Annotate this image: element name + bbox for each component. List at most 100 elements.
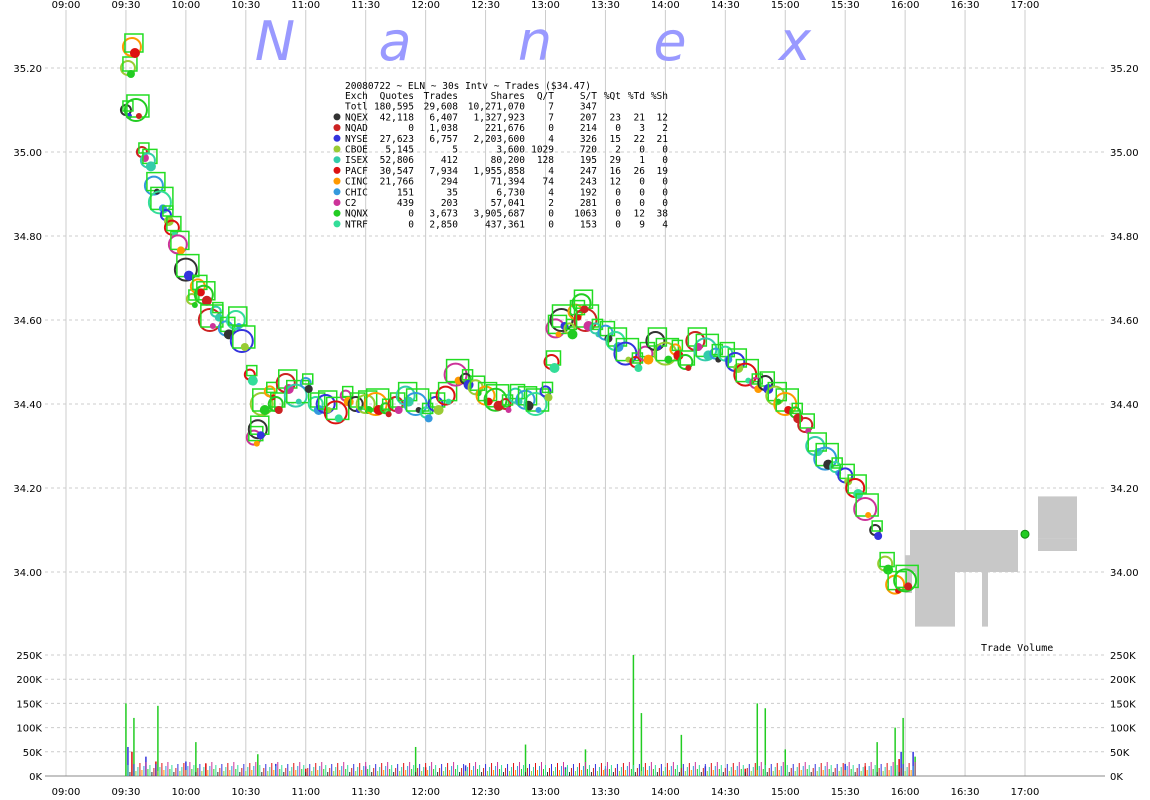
- volume-tick-label-right: 50K: [1110, 748, 1130, 759]
- watermark-letter: n: [518, 10, 552, 73]
- volume-tick-label-right: 100K: [1110, 724, 1136, 735]
- time-tick-label-top: 09:30: [112, 0, 141, 11]
- price-tick-label-right: 35.20: [1110, 64, 1139, 75]
- stats-cell: 203: [441, 198, 458, 209]
- stats-cell: 12: [610, 177, 621, 188]
- trade-marker: [571, 293, 592, 314]
- stats-cell: 0: [639, 187, 645, 198]
- time-tick-label-top: 16:30: [951, 0, 980, 11]
- stats-header-cell: %Td: [628, 91, 645, 102]
- time-tick-label-top: 11:30: [351, 0, 380, 11]
- stats-cell: 243: [580, 177, 597, 188]
- trade-marker: [355, 394, 376, 414]
- trade-marker: [191, 302, 198, 308]
- watermark-letter: a: [378, 10, 411, 73]
- stats-cell: 6,407: [429, 112, 458, 123]
- trade-marker: [123, 98, 148, 122]
- trade-marker: [871, 520, 883, 532]
- stats-cell: NTRF: [345, 219, 368, 230]
- stats-cell: 16: [610, 166, 622, 177]
- price-tick-label-right: 34.00: [1110, 568, 1139, 579]
- stats-cell: 0: [615, 219, 621, 230]
- trade-marker: [229, 329, 254, 353]
- trade-marker: [394, 406, 403, 414]
- stats-cell: 3,905,687: [474, 209, 525, 220]
- trade-marker: [259, 405, 270, 415]
- stats-cell: 6,757: [429, 134, 458, 145]
- volume-profile-bar: [1038, 496, 1077, 539]
- stats-cell: 22: [634, 134, 645, 145]
- stats-cell: CINC: [345, 177, 368, 188]
- time-tick-label-top: 12:30: [471, 0, 500, 11]
- exchange-legend-marker: [333, 199, 341, 206]
- stats-cell: 21: [634, 112, 646, 123]
- trade-marker: [791, 402, 803, 415]
- stats-cell: 42,118: [380, 112, 415, 123]
- volume-tick-label-left: 0K: [29, 772, 42, 783]
- trade-marker: [685, 365, 692, 371]
- stats-header-cell: Trades: [424, 91, 458, 102]
- stats-cell: 0: [639, 177, 645, 188]
- stats-cell: 7,934: [429, 166, 458, 177]
- trade-marker: [129, 48, 140, 58]
- time-tick-label-bottom: 10:00: [171, 787, 200, 798]
- stats-cell: 221,676: [485, 123, 525, 134]
- trade-marker: [549, 363, 560, 373]
- stats-cell: 71,394: [491, 177, 526, 188]
- stats-cell: 3,673: [429, 209, 458, 220]
- stats-cell: 1: [639, 155, 645, 166]
- price-tick-label-left: 34.20: [13, 484, 42, 495]
- exchange-legend-marker: [333, 124, 341, 132]
- stats-cell: 38: [657, 209, 669, 220]
- stats-cell: 12: [657, 112, 668, 123]
- stats-cell: 10,271,070: [468, 102, 525, 113]
- stats-cell: 7: [548, 102, 554, 113]
- time-tick-label-bottom: 13:30: [591, 787, 620, 798]
- trade-marker: [677, 354, 694, 370]
- time-tick-label-top: 12:00: [411, 0, 440, 11]
- time-tick-label-top: 10:00: [171, 0, 200, 11]
- volume-profile-bar: [915, 572, 955, 627]
- stats-cell: 281: [580, 198, 597, 209]
- stats-cell: 12: [634, 209, 645, 220]
- trade-marker: [421, 402, 434, 415]
- trade-marker: [461, 369, 474, 381]
- price-tick-label-right: 34.60: [1110, 316, 1139, 327]
- trade-marker: [499, 398, 512, 410]
- exchange-legend-marker: [333, 134, 341, 142]
- exchange-legend-marker: [333, 177, 341, 185]
- stats-cell: CHIC: [345, 187, 368, 198]
- stats-cell: 7: [548, 112, 554, 123]
- stats-header-cell: Q/T: [537, 91, 554, 102]
- volume-bars: [125, 655, 916, 776]
- trade-marker: [283, 383, 308, 408]
- volume-tick-label-right: 150K: [1110, 699, 1136, 710]
- trade-marker: [253, 440, 260, 447]
- trade-marker: [167, 234, 188, 255]
- watermark-letter: x: [777, 10, 812, 73]
- trade-marker: [274, 406, 283, 414]
- stats-cell: Totl: [345, 102, 368, 113]
- stats-cell: 29: [610, 155, 622, 166]
- stats-cell: 80,200: [491, 155, 526, 166]
- stats-cell: PACF: [345, 166, 368, 177]
- time-tick-label-bottom: 16:30: [951, 787, 980, 798]
- stats-cell: 4: [548, 134, 554, 145]
- stats-cell: 0: [548, 209, 554, 220]
- trade-marker: [196, 288, 205, 297]
- volume-profile-bar: [1038, 538, 1077, 551]
- stats-cell: 0: [662, 155, 668, 166]
- trade-marker: [544, 393, 553, 402]
- exchange-legend-marker: [333, 166, 341, 174]
- stats-cell: 1,038: [429, 123, 458, 134]
- volume-tick-label-left: 50K: [23, 748, 43, 759]
- stats-title: 20080722 ~ ELN ~ 30s Intv ~ Trades ($34.…: [345, 81, 591, 92]
- trade-marker: [176, 246, 185, 255]
- axis-ticks: 09:00 09:00 09:30 09:30 10:00 10:00 10:30 10:30…: [13, 0, 1138, 798]
- stats-cell: 5: [452, 145, 458, 156]
- time-tick-label-bottom: 09:30: [112, 787, 141, 798]
- stats-header-cell: %Sh: [651, 91, 668, 102]
- time-tick-label-top: 10:30: [231, 0, 260, 11]
- time-tick-label-top: 17:00: [1011, 0, 1040, 11]
- trade-marker: [523, 392, 548, 416]
